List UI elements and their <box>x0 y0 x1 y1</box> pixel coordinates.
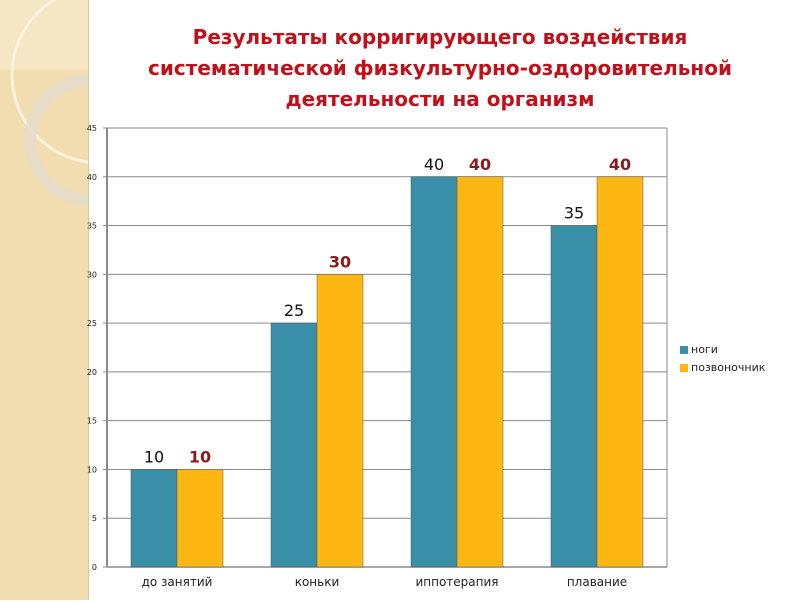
y-tick-label: 30 <box>87 270 97 279</box>
y-tick-label: 10 <box>87 465 97 474</box>
legend-item-legs: ноги <box>680 343 718 356</box>
bar-legs <box>550 225 598 568</box>
y-tick-label: 35 <box>87 222 97 231</box>
bar-legs <box>270 322 318 568</box>
title-line: Результаты корригирующего воздействия <box>192 25 688 49</box>
y-tick-label: 40 <box>87 173 97 182</box>
data-label: 40 <box>469 155 491 174</box>
x-tick-label: плавание <box>567 575 627 589</box>
bar-spine <box>316 274 364 568</box>
bar-spine <box>456 176 504 568</box>
data-label: 40 <box>609 155 631 174</box>
legend-label: ноги <box>691 343 718 356</box>
x-tick-label: коньки <box>295 575 340 589</box>
x-tick-label: до занятий <box>142 575 213 589</box>
title-line: систематической физкультурно-оздоровител… <box>148 56 732 80</box>
title-line: деятельности на организм <box>285 87 595 111</box>
bar-spine <box>176 469 224 568</box>
legend-swatch <box>680 345 688 354</box>
y-tick-label: 5 <box>92 514 97 523</box>
data-label: 40 <box>424 155 444 174</box>
legend-label: позвоночник <box>691 361 766 374</box>
y-tick-label: 25 <box>87 319 97 328</box>
legend-swatch <box>680 363 688 372</box>
bar-legs <box>410 176 458 568</box>
y-tick-label: 45 <box>87 124 97 133</box>
data-label: 10 <box>189 447 211 466</box>
decorative-side-band <box>0 0 190 600</box>
y-tick-label: 20 <box>87 368 97 377</box>
data-label: 35 <box>564 204 584 223</box>
data-label: 10 <box>144 447 164 466</box>
bar-spine <box>596 176 644 568</box>
data-label: 25 <box>284 301 304 320</box>
legend-item-spine: позвоночник <box>680 361 765 374</box>
y-tick-label: 0 <box>92 563 97 572</box>
bar-legs <box>130 469 178 568</box>
x-tick-label: иппотерапия <box>415 575 498 589</box>
y-tick-label: 15 <box>87 417 97 426</box>
data-label: 30 <box>329 252 351 271</box>
slide-title: Результаты корригирующего воздействия си… <box>120 22 760 115</box>
